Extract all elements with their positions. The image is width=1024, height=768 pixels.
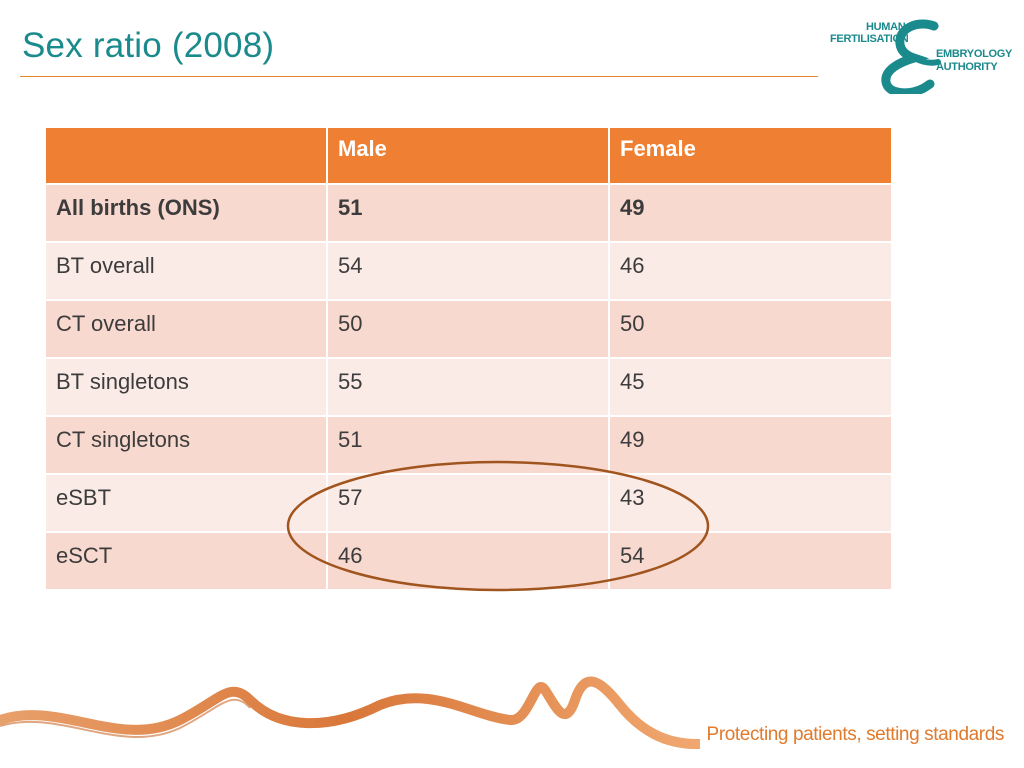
table-row: BT singletons 55 45	[44, 357, 893, 417]
title-divider	[20, 76, 818, 77]
sex-ratio-table: Male Female All births (ONS) 51 49 BT ov…	[44, 126, 893, 591]
female-value: 54	[608, 531, 893, 591]
logo-text-authority: AUTHORITY	[936, 61, 998, 73]
table-row: BT overall 54 46	[44, 241, 893, 301]
row-label: BT overall	[44, 241, 328, 301]
row-label: eSBT	[44, 473, 328, 533]
header-cell-female: Female	[608, 126, 893, 185]
table-row: eSCT 46 54	[44, 531, 893, 591]
male-value: 55	[326, 357, 610, 417]
male-value: 51	[326, 415, 610, 475]
decorative-ribbon	[0, 676, 700, 750]
row-label: BT singletons	[44, 357, 328, 417]
female-value: 49	[608, 183, 893, 243]
male-value: 54	[326, 241, 610, 301]
logo-text-embryology: EMBRYOLOGY	[936, 48, 1013, 60]
table-header-row: Male Female	[44, 126, 893, 185]
row-label: All births (ONS)	[44, 183, 328, 243]
tagline-bold: Protecting patients	[706, 724, 857, 745]
header-cell-label	[44, 126, 328, 185]
table-row: CT singletons 51 49	[44, 415, 893, 475]
hfea-logo: HUMAN FERTILISATION EMBRYOLOGY AUTHORITY	[826, 18, 1016, 94]
female-value: 46	[608, 241, 893, 301]
male-value: 57	[326, 473, 610, 533]
table-row: CT overall 50 50	[44, 299, 893, 359]
footer-tagline: Protecting patients, setting standards	[706, 724, 1005, 746]
table-row: All births (ONS) 51 49	[44, 183, 893, 243]
tagline-rest: , setting standards	[856, 724, 1004, 745]
ampersand-logo-icon	[881, 19, 941, 94]
female-value: 45	[608, 357, 893, 417]
row-label: CT overall	[44, 299, 328, 359]
female-value: 50	[608, 299, 893, 359]
male-value: 46	[326, 531, 610, 591]
table-row: eSBT 57 43	[44, 473, 893, 533]
male-value: 50	[326, 299, 610, 359]
male-value: 51	[326, 183, 610, 243]
logo-text-human: HUMAN	[866, 21, 906, 33]
slide-title: Sex ratio (2008)	[22, 26, 275, 65]
row-label: eSCT	[44, 531, 328, 591]
female-value: 43	[608, 473, 893, 533]
logo-text-fertilisation: FERTILISATION	[830, 33, 909, 45]
header-cell-male: Male	[326, 126, 610, 185]
row-label: CT singletons	[44, 415, 328, 475]
female-value: 49	[608, 415, 893, 475]
